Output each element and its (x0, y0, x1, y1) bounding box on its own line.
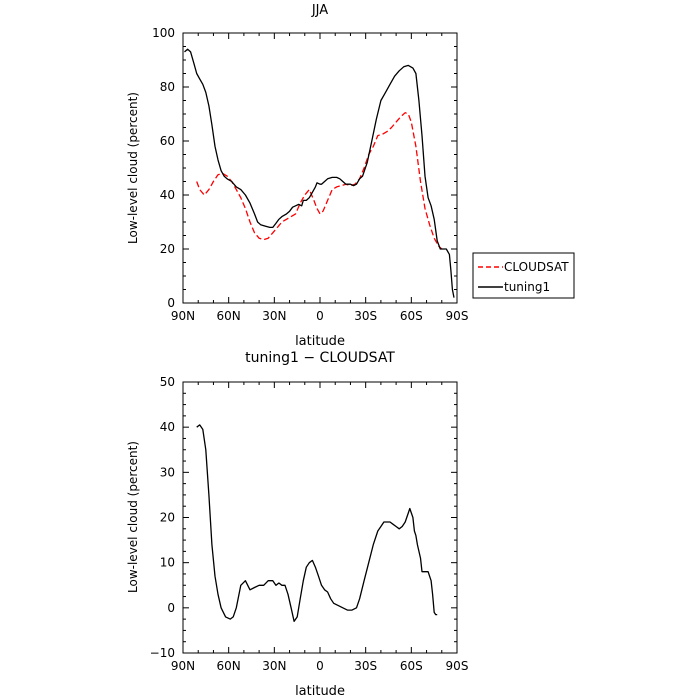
legend: CLOUDSAT tuning1 (472, 252, 575, 299)
x-tick-label: 30S (354, 309, 377, 323)
top-y-axis-label: Low-level cloud (percent) (126, 92, 140, 244)
x-tick-label: 60N (217, 659, 241, 673)
bottom-axis-ticks (182, 381, 458, 654)
bottom-x-tick-labels: 90N 60N 30N 0 30S 60S 90S (171, 659, 469, 673)
x-tick-label: 30N (262, 659, 286, 673)
bottom-chart-title: tuning1 − CLOUDSAT (245, 350, 395, 366)
top-x-axis-label: latitude (295, 334, 345, 349)
y-tick-label: 60 (160, 134, 175, 148)
top-panel: JJA 90N 60N 30N 0 30S 60S 90S 0 20 40 60 80 100 lat… (126, 3, 468, 349)
y-tick-label: 0 (167, 601, 175, 615)
bottom-series-line-difference (196, 424, 438, 623)
bottom-y-axis-label: Low-level cloud (percent) (126, 441, 140, 593)
top-series-line-tuning1 (184, 48, 455, 298)
top-y-tick-labels: 0 20 40 60 80 100 (152, 26, 175, 310)
top-series-line-cloudsat (196, 112, 443, 250)
y-tick-label: 80 (160, 80, 175, 94)
legend-box (472, 252, 575, 299)
y-tick-label: 20 (160, 511, 175, 525)
y-tick-label: 0 (167, 296, 175, 310)
y-tick-label: −10 (150, 646, 175, 660)
y-tick-label: 30 (160, 465, 175, 479)
legend-label-cloudsat: CLOUDSAT (504, 260, 569, 274)
bottom-x-axis-label: latitude (295, 684, 345, 699)
x-tick-label: 0 (316, 309, 324, 323)
y-tick-label: 40 (160, 420, 175, 434)
x-tick-label: 0 (316, 659, 324, 673)
y-tick-label: 100 (152, 26, 175, 40)
y-tick-label: 50 (160, 375, 175, 389)
bottom-y-tick-labels: −10 0 10 20 30 40 50 (150, 375, 175, 660)
top-chart-title: JJA (311, 3, 328, 18)
x-tick-label: 90S (446, 659, 469, 673)
y-tick-label: 40 (160, 188, 175, 202)
bottom-panel: tuning1 − CLOUDSAT 90N 60N 30N 0 30S 60S 90S −… (126, 350, 468, 699)
y-tick-label: 10 (160, 556, 175, 570)
x-tick-label: 30S (354, 659, 377, 673)
x-tick-label: 60S (400, 309, 423, 323)
x-tick-label: 90N (171, 659, 195, 673)
top-x-tick-labels: 90N 60N 30N 0 30S 60S 90S (171, 309, 469, 323)
bottom-series-layer (196, 424, 438, 623)
top-series-layer (184, 48, 455, 298)
legend-label-tuning1: tuning1 (504, 280, 550, 294)
top-axis-ticks (182, 32, 458, 304)
y-tick-label: 20 (160, 242, 175, 256)
x-tick-label: 90S (446, 309, 469, 323)
x-tick-label: 30N (262, 309, 286, 323)
x-tick-label: 60N (217, 309, 241, 323)
bottom-plot-frame (182, 381, 458, 654)
x-tick-label: 90N (171, 309, 195, 323)
x-tick-label: 60S (400, 659, 423, 673)
